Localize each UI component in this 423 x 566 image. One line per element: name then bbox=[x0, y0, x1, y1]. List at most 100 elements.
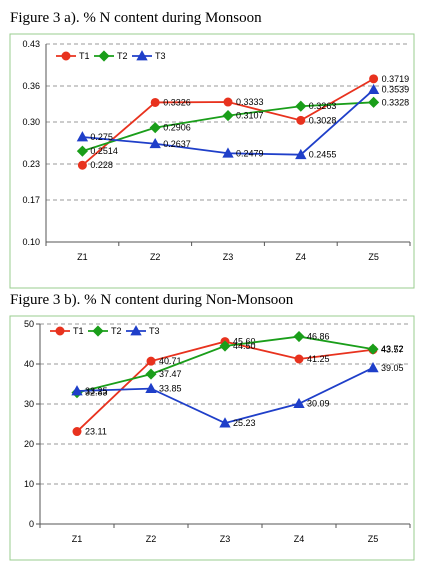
data-point-T1 bbox=[77, 160, 87, 170]
chart-b-title: Figure 3 b). % N content during Non-Mons… bbox=[10, 292, 294, 308]
data-point-T2 bbox=[76, 145, 88, 157]
data-label-T2: 37.47 bbox=[159, 369, 182, 379]
data-label-T3: 0.3539 bbox=[382, 85, 410, 95]
legend-marker-T2 bbox=[98, 50, 110, 62]
legend-label-T1: T1 bbox=[73, 326, 84, 336]
series-T3: 0.275 0.2637 0.2479 0.2455 0.3539 bbox=[76, 83, 410, 160]
data-point-T2 bbox=[222, 110, 234, 122]
x-tick-label: Z2 bbox=[150, 252, 161, 262]
data-label-T2: 44.50 bbox=[233, 341, 256, 351]
legend: T1 T2 T3 bbox=[50, 325, 160, 337]
y-tick-label: 10 bbox=[24, 479, 34, 489]
x-tick-label: Z3 bbox=[220, 534, 231, 544]
data-label-T1: 41.25 bbox=[307, 354, 330, 364]
data-label-T3: 0.2637 bbox=[163, 139, 191, 149]
legend-label-T2: T2 bbox=[111, 326, 122, 336]
data-label-T1: 45.60 bbox=[233, 337, 256, 347]
data-point-T1 bbox=[150, 97, 160, 107]
data-label-T2: 0.3107 bbox=[236, 111, 264, 121]
y-tick-label: 0 bbox=[29, 519, 34, 529]
data-label-T3: 39.05 bbox=[381, 363, 404, 373]
y-tick-label: 50 bbox=[24, 319, 34, 329]
data-label-T2: 32.83 bbox=[85, 388, 108, 398]
legend-marker-T1 bbox=[61, 51, 71, 61]
y-tick-label: 0.30 bbox=[22, 117, 40, 127]
chart-a-title: Figure 3 a). % N content during Monsoon bbox=[10, 10, 262, 26]
data-label-T3: 33.25 bbox=[85, 386, 108, 396]
data-point-T1 bbox=[146, 356, 156, 366]
chart-frame bbox=[9, 315, 415, 561]
y-tick-label: 0.17 bbox=[22, 195, 40, 205]
data-point-T3 bbox=[76, 131, 89, 142]
x-tick-label: Z1 bbox=[72, 534, 83, 544]
data-point-T2 bbox=[219, 340, 231, 352]
y-tick-label: 20 bbox=[24, 439, 34, 449]
data-point-T3 bbox=[295, 148, 307, 160]
data-point-T3 bbox=[71, 385, 83, 396]
data-label-T2: 0.2906 bbox=[163, 123, 191, 133]
series-T1: 0.228 0.3326 0.3333 0.3028 0.3719 bbox=[77, 74, 410, 170]
x-tick-label: Z4 bbox=[296, 252, 307, 262]
data-point-T3 bbox=[145, 382, 157, 393]
data-point-T1 bbox=[296, 115, 306, 125]
data-label-T1: 0.3333 bbox=[236, 97, 264, 107]
data-label-T1: 43.57 bbox=[381, 345, 404, 355]
data-point-T3 bbox=[222, 147, 234, 158]
data-label-T3: 30.09 bbox=[307, 399, 330, 409]
data-label-T1: 0.3719 bbox=[382, 74, 410, 84]
data-label-T3: 0.2455 bbox=[309, 150, 337, 160]
data-point-T3 bbox=[367, 83, 380, 95]
data-label-T2: 0.2514 bbox=[90, 146, 118, 156]
data-point-T2 bbox=[367, 343, 379, 355]
data-label-T3: 33.85 bbox=[159, 384, 182, 394]
data-label-T3: 0.275 bbox=[90, 132, 113, 142]
data-label-T1: 0.3028 bbox=[309, 115, 337, 125]
data-point-T3 bbox=[149, 137, 161, 149]
legend-marker-T2 bbox=[92, 325, 104, 337]
legend-label-T2: T2 bbox=[117, 51, 128, 61]
y-tick-label: 0.43 bbox=[22, 39, 40, 49]
legend-label-T1: T1 bbox=[79, 51, 90, 61]
data-label-T3: 25.23 bbox=[233, 418, 256, 428]
data-label-T2: 43.72 bbox=[381, 344, 404, 354]
series-T2: 0.2514 0.2906 0.3107 0.3263 0.3328 bbox=[76, 96, 409, 157]
chart-b: 0 10 20 30 40 50 Z1 Z2 Z3 Z4 Z5 23.11 40.71 45.60 41.2… bbox=[9, 315, 415, 561]
legend-label-T3: T3 bbox=[155, 51, 166, 61]
x-tick-label: Z4 bbox=[294, 534, 305, 544]
data-point-T1 bbox=[223, 97, 233, 107]
data-point-T3 bbox=[219, 417, 231, 428]
data-label-T2: 0.3263 bbox=[309, 101, 337, 111]
legend-marker-T3 bbox=[136, 50, 148, 61]
x-tick-label: Z2 bbox=[146, 534, 157, 544]
y-tick-label: 40 bbox=[24, 359, 34, 369]
legend-marker-T1 bbox=[55, 326, 65, 336]
chart-frame bbox=[9, 33, 415, 289]
data-point-T3 bbox=[293, 397, 305, 409]
data-point-T1 bbox=[72, 427, 82, 437]
legend-marker-T3 bbox=[130, 325, 142, 336]
legend: T1 T2 T3 bbox=[56, 50, 166, 62]
data-point-T1 bbox=[369, 74, 379, 84]
data-point-T2 bbox=[145, 368, 157, 380]
data-label-T3: 0.2479 bbox=[236, 148, 264, 158]
x-tick-label: Z3 bbox=[223, 252, 234, 262]
data-point-T2 bbox=[149, 122, 161, 134]
x-tick-label: Z5 bbox=[368, 534, 379, 544]
data-label-T1: 0.228 bbox=[90, 160, 113, 170]
data-label-T1: 23.11 bbox=[85, 427, 107, 437]
y-tick-label: 0.10 bbox=[22, 237, 40, 247]
data-point-T2 bbox=[293, 330, 305, 343]
data-point-T1 bbox=[294, 354, 304, 364]
legend-label-T3: T3 bbox=[149, 326, 160, 336]
x-tick-label: Z1 bbox=[77, 252, 88, 262]
data-point-T3 bbox=[367, 361, 379, 373]
data-label-T2: 46.86 bbox=[307, 332, 330, 342]
series-T2: 32.83 37.47 44.50 46.86 43.72 bbox=[71, 330, 404, 399]
series-T3: 33.25 33.85 25.23 30.09 39.05 bbox=[71, 361, 404, 428]
y-tick-label: 0.23 bbox=[22, 159, 40, 169]
data-point-T2 bbox=[368, 96, 380, 108]
y-tick-label: 0.36 bbox=[22, 81, 40, 91]
y-tick-label: 30 bbox=[24, 399, 34, 409]
data-label-T1: 0.3326 bbox=[163, 97, 191, 107]
